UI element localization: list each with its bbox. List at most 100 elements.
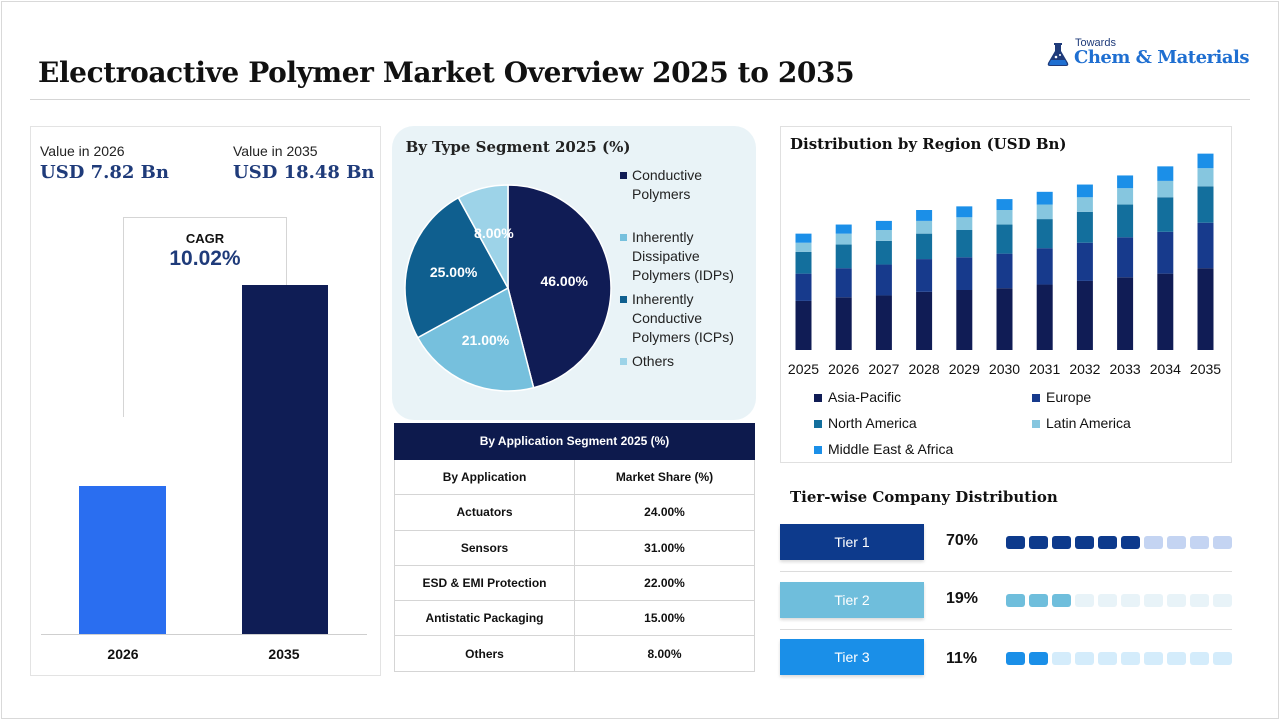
region-bar-segment [1076,242,1093,281]
region-bar-segment [1036,191,1053,205]
region-bar-segment [1197,222,1214,269]
region-bar-segment [795,300,812,350]
region-bar-segment [795,251,812,274]
tier-dot [1121,594,1140,607]
value-bar-2035-label: 2035 [268,646,300,662]
tier-2-badge: Tier 2 [780,582,924,618]
logo-text-big: Chem & Materials [1074,47,1250,68]
region-distribution-panel: Distribution by Region (USD Bn) 2025 2026… [780,126,1232,463]
region-bar-segment [1197,268,1214,350]
region-bar-segment [996,288,1013,350]
region-legend-label: North America [828,415,917,431]
tier-row: Tier 3 11% [780,638,1232,696]
table-row: Sensors 31.00% [394,530,755,566]
region-bar-segment [835,268,852,298]
pie-legend-swatch [620,296,627,303]
region-year-tick-label: 2029 [949,361,980,377]
table-header-cell: By Application [395,460,575,495]
value-chart-baseline [41,634,367,635]
pie-slice [457,184,509,289]
region-bar-segment [875,230,892,241]
tier-dot [1006,536,1025,549]
region-bar-segment [835,244,852,269]
pie-slice-label: 46.00% [540,273,588,289]
table-cell-application: Antistatic Packaging [395,601,575,636]
region-bar-segment [875,240,892,265]
tier-1-percent: 70% [946,532,979,549]
region-bar-segment [956,230,973,258]
tier-dot [1029,652,1048,665]
value-bar-2026-label: 2026 [107,646,139,662]
region-chart-title: Distribution by Region (USD Bn) [790,135,1067,153]
pie-slice [507,184,612,389]
pie-slice [404,196,510,339]
type-segment-title-text: By Type Segment 2025 (%) [405,138,631,156]
region-bar-segment [1157,166,1174,181]
cagr-value: 10.02% [169,247,241,270]
region-bar-segment [1076,184,1093,198]
pie-legend-swatch [620,234,627,241]
tier-dot [1213,652,1232,665]
table-cell-share: 31.00% [644,540,685,555]
pie-legend-swatch [620,358,627,365]
region-bar-segment [795,233,812,243]
region-year-tick-label: 2025 [788,361,819,377]
page-title: Electroactive Polymer Market Overview 20… [38,56,855,89]
application-table: By Application Segment 2025 (%) By Appli… [394,423,755,672]
region-bar-segment [1197,153,1214,169]
pie-slice-label: 25.00% [430,264,478,280]
tier-dot [1190,652,1209,665]
tier-dot [1121,652,1140,665]
pie-legend-label: Conductive Polymers [632,167,703,202]
region-legend-label: Latin America [1046,415,1131,431]
tier-dot [1167,536,1186,549]
tier-1-badge: Tier 1 [780,524,924,560]
tier-dot [1167,594,1186,607]
region-bar-segment [996,210,1013,225]
region-legend-label: Middle East & Africa [828,441,954,457]
region-bar-segment [916,210,933,221]
type-segment-title: By Type Segment 2025 (%) [392,138,756,156]
tier-row: Tier 2 19% [780,580,1232,638]
tier-dot [1052,594,1071,607]
value-bar-2026 [79,486,166,634]
region-bar-segment [1157,231,1174,274]
region-bar-segment [835,297,852,350]
market-value-panel: Value in 2026 USD 7.82 Bn Value in 2035 … [30,126,381,676]
table-cell-share: 8.00% [647,646,682,661]
region-bar-segment [1157,180,1174,198]
region-bar-segment [996,224,1013,254]
value-bar-2035 [242,285,328,634]
region-year-tick-label: 2027 [868,361,899,377]
region-bar-segment [996,199,1013,210]
region-bar-segment [1117,188,1134,205]
region-bar-segment [1036,204,1053,220]
tier-dot [1213,594,1232,607]
flask-logo-icon [1047,43,1069,66]
region-bar-segment [1036,248,1053,285]
table-cell-share: 22.00% [644,576,685,591]
tier-dot [1098,536,1117,549]
table-cell-application: ESD & EMI Protection [395,565,575,601]
region-legend-swatch [1032,420,1040,428]
tier-dot [1121,536,1140,549]
type-segment-panel: By Type Segment 2025 (%) 46.00% 21.00% 25.… [392,126,756,420]
region-bar-segment [1076,197,1093,212]
value-2035-label: Value in 2035 [233,143,318,159]
tier-dot [1006,652,1025,665]
region-year-tick-label: 2026 [828,361,859,377]
region-bar-segment [1117,175,1134,189]
region-bar-segment [875,220,892,230]
region-legend-swatch [1032,394,1040,402]
region-bar-segment [835,233,852,245]
region-bar-segment [956,217,973,230]
region-legend-label: Asia-Pacific [828,389,902,405]
tier-dot [1098,594,1117,607]
region-bar-segment [1197,168,1214,187]
pie-legend-item: Others [620,352,752,372]
tier-row: Tier 1 70% [780,522,1232,580]
logo-text-small: Towards [1075,37,1116,49]
tier-distribution-title: Tier-wise Company Distribution [790,488,1058,506]
table-cell-share: 15.00% [644,611,685,626]
